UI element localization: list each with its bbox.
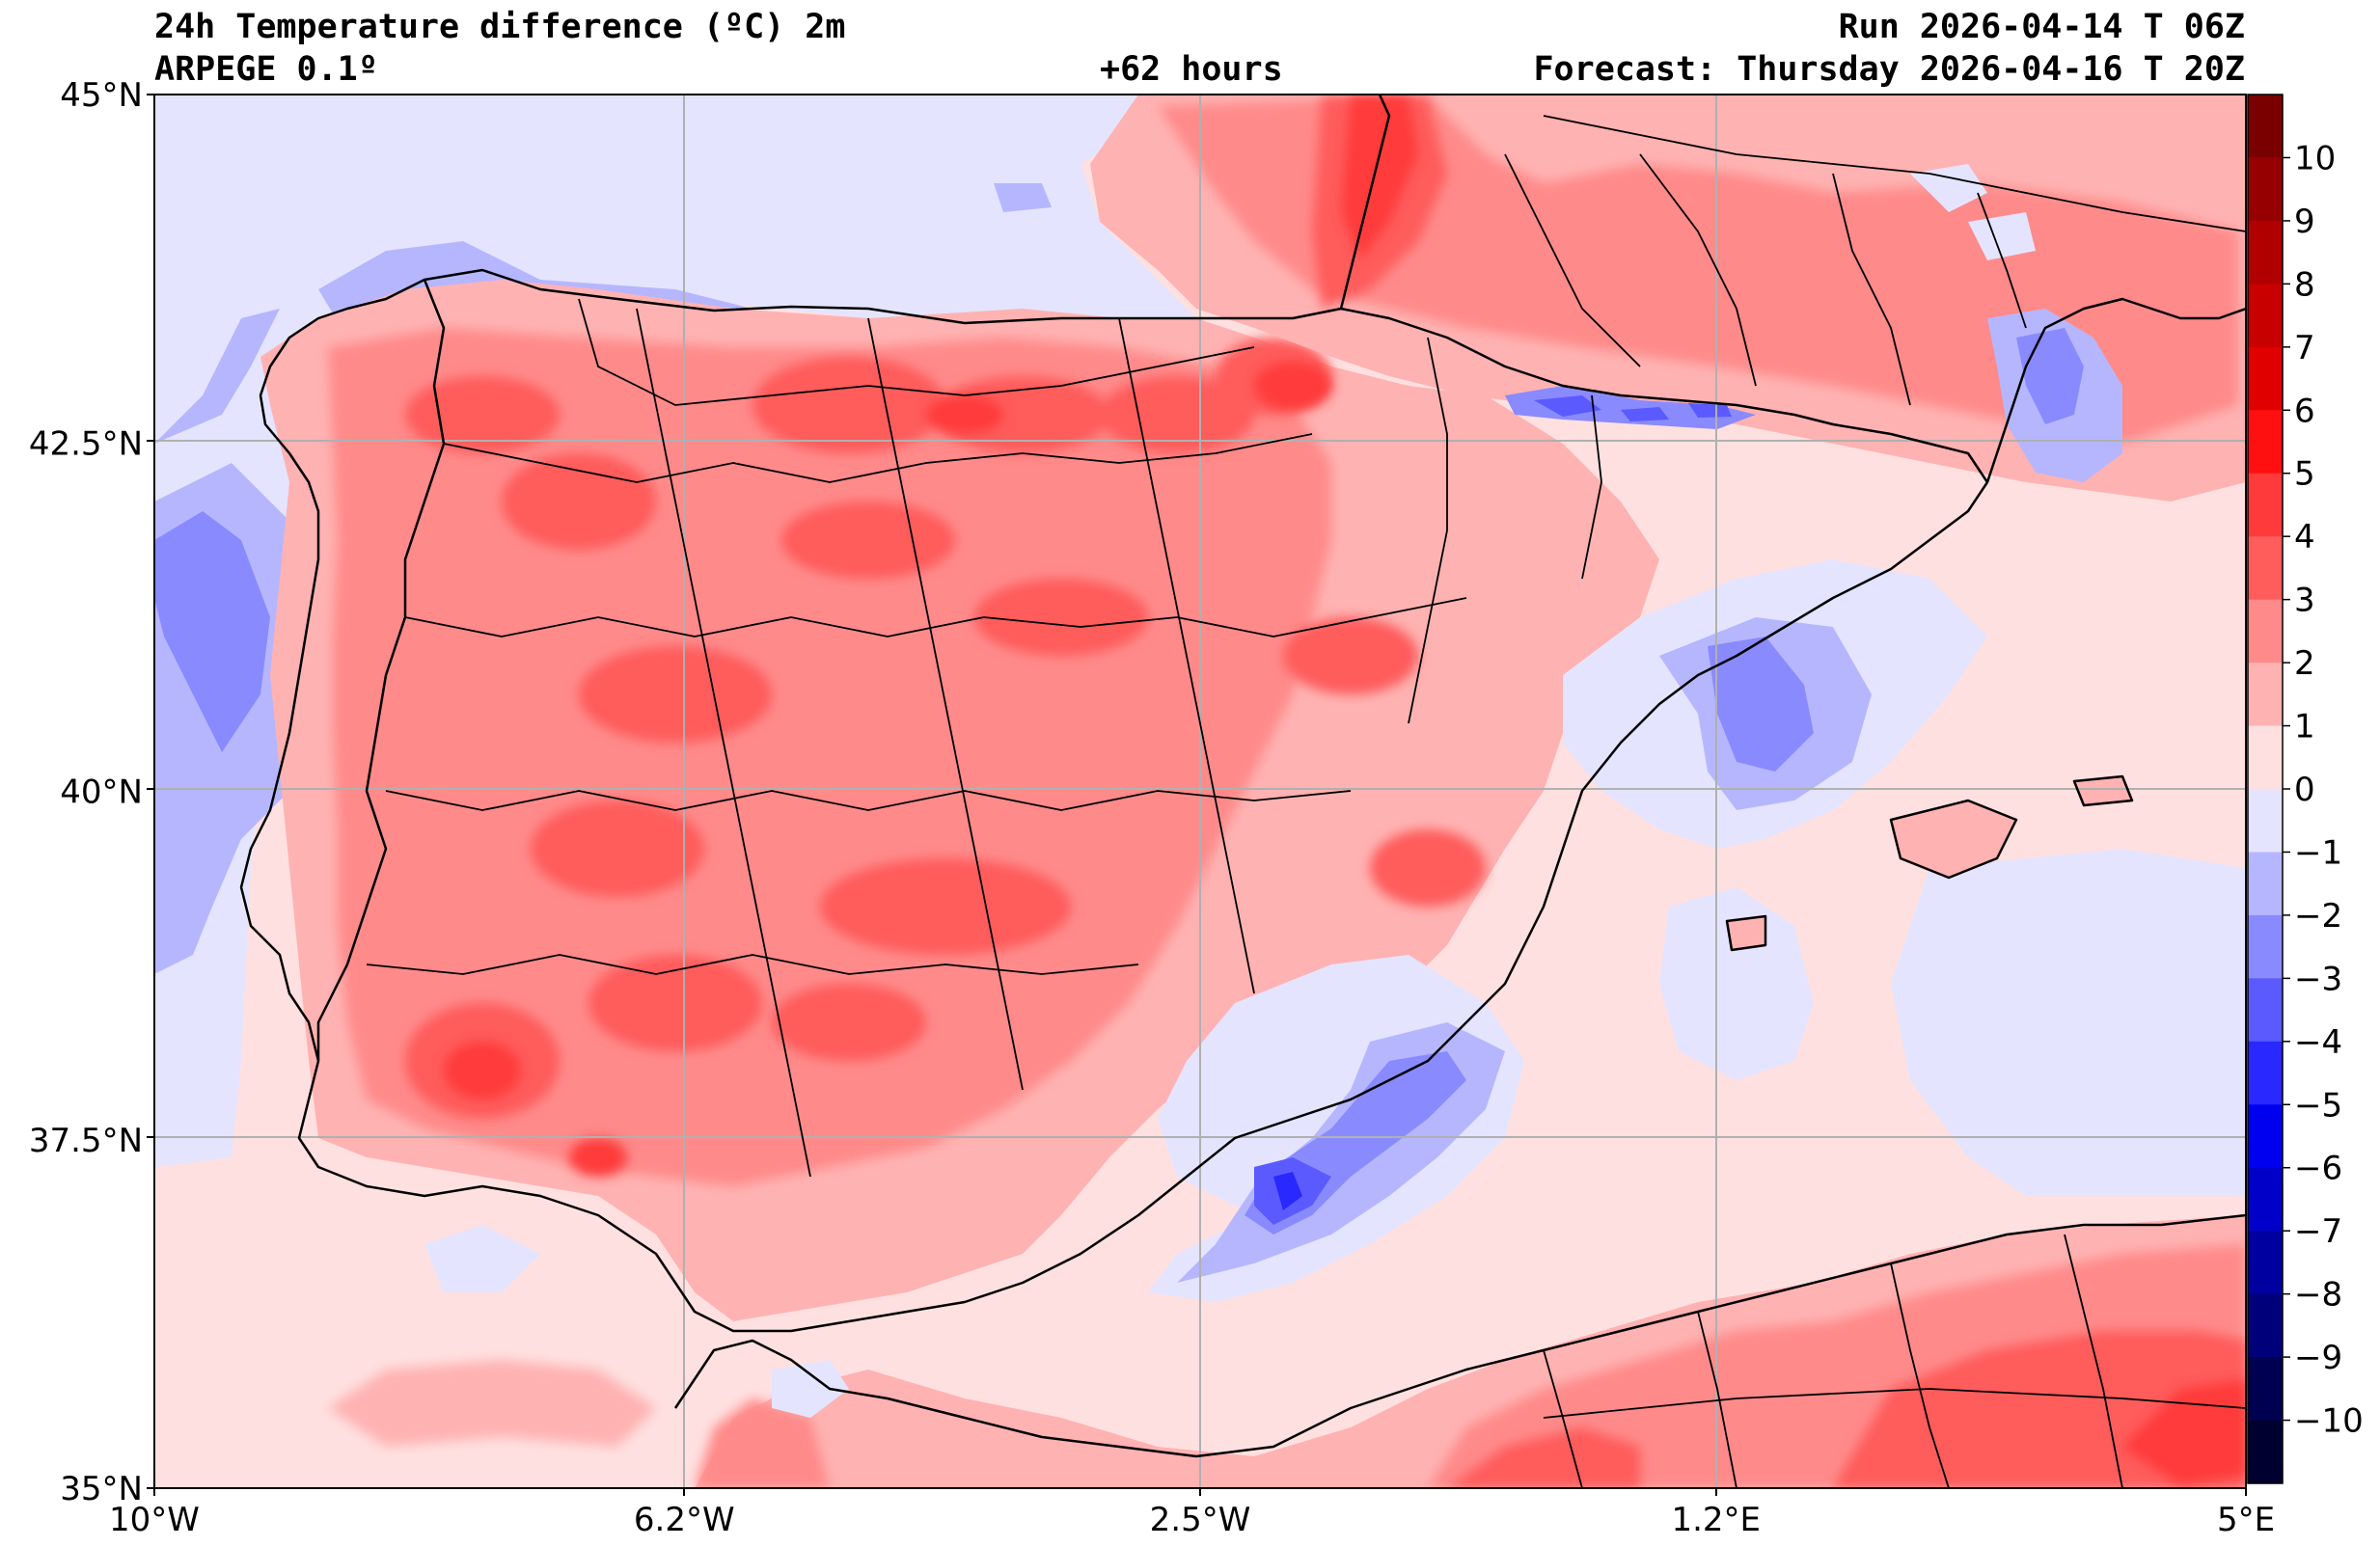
colorbar-label: 1: [2294, 708, 2315, 746]
colorbar-label: −6: [2294, 1150, 2342, 1188]
region-borders: [366, 115, 2246, 1488]
lon-tick-label: 1.2°E: [1671, 1501, 1761, 1539]
colorbar-band: [2248, 1231, 2283, 1295]
colorbar-label: −5: [2294, 1086, 2342, 1125]
colorbar-label: 7: [2294, 329, 2315, 367]
model-name: ARPEGE 0.1º: [154, 50, 378, 89]
se-cool-min: [1273, 1172, 1302, 1210]
colorbar-band: [2248, 725, 2283, 790]
colorbar-band: [2248, 95, 2283, 158]
colorbar-label: −4: [2294, 1023, 2342, 1062]
lon-tick-label: 6.2°W: [634, 1501, 735, 1539]
colorbar-band: [2248, 978, 2283, 1043]
latitude-labels: 45°N 42.5°N 40°N 37.5°N 35°N: [29, 76, 143, 1508]
map-gridlines: [154, 95, 2246, 1488]
forecast-time: Forecast: Thursday 2026-04-16 T 20Z: [1533, 50, 2245, 89]
colorbar-label: 8: [2294, 265, 2315, 304]
north-africa-hot: [1447, 1331, 2246, 1488]
pyrenees-cool: [1505, 386, 1756, 429]
atlantic-blue-2: [154, 511, 270, 752]
atlantic-cool-area: [154, 95, 1196, 1167]
colorbar-label: −2: [2294, 897, 2342, 936]
colorbar-band: [2248, 914, 2283, 979]
warm-spots: [405, 338, 1486, 1119]
longitude-labels: 10°W 6.2°W 2.5°W 1.2°E 5°E: [109, 1501, 2275, 1539]
colorbar-band: [2248, 410, 2283, 475]
lat-tick-label: 42.5°N: [29, 424, 143, 463]
colorbar-band: [2248, 473, 2283, 537]
colorbar-band: [2248, 1104, 2283, 1169]
colorbar-label: −7: [2294, 1212, 2342, 1251]
colorbar-band: [2248, 789, 2283, 853]
colorbar-band: [2248, 1293, 2283, 1358]
lat-tick-label: 45°N: [60, 76, 143, 115]
france-hotter-ridge: [1341, 96, 1418, 260]
biscay-blue-spot: [994, 183, 1052, 212]
colorbar-band: [2248, 220, 2283, 285]
map-field: [154, 95, 2246, 1488]
colorbar-label: 4: [2294, 518, 2315, 556]
med-cool-zone: [1659, 849, 2246, 1196]
colorbar-label: 9: [2294, 203, 2315, 241]
hot-spots: [444, 362, 1331, 1177]
colorbar-band: [2248, 157, 2283, 222]
colorbar-label: 3: [2294, 582, 2315, 620]
lon-tick-label: 5°E: [2217, 1501, 2275, 1539]
morocco-warm: [695, 1398, 830, 1488]
colorbar-band: [2248, 1357, 2283, 1422]
lat-tick-label: 35°N: [60, 1470, 143, 1508]
lyon-sea-cool: [1910, 164, 2036, 260]
colorbar-band: [2248, 852, 2283, 916]
coastlines: [239, 95, 2246, 1458]
menorca-warm: [2074, 776, 2132, 805]
colorbar-label: 2: [2294, 644, 2315, 683]
colorbar-band: [2248, 536, 2283, 601]
pyrenees-cooler: [1534, 395, 1732, 421]
alboran-cool: [424, 1225, 849, 1418]
colorbar-band: [2248, 284, 2283, 348]
colorbar-band: [2248, 1167, 2283, 1232]
mallorca-warm: [1891, 801, 2016, 878]
map-title: 24h Temperature difference (ºC) 2m: [154, 8, 846, 46]
lat-tick-label: 37.5°N: [29, 1122, 143, 1160]
colorbar-label: −10: [2294, 1402, 2364, 1441]
lon-tick-label: 10°W: [109, 1501, 200, 1539]
run-time: Run 2026-04-14 T 06Z: [1838, 8, 2245, 46]
colorbar-label: 5: [2294, 455, 2315, 494]
colorbar-band: [2248, 663, 2283, 727]
lat-tick-label: 40°N: [60, 774, 143, 812]
catalan-sea-cool-deep: [1708, 637, 1814, 772]
lon-tick-label: 2.5°W: [1150, 1501, 1251, 1539]
colorbar-label: −9: [2294, 1339, 2342, 1377]
colorbar-label: 10: [2294, 139, 2336, 177]
colorbar-label: −3: [2294, 960, 2342, 998]
colorbar-band: [2248, 1041, 2283, 1105]
colorbar-label: −1: [2294, 833, 2342, 872]
ibiza-warm: [1727, 916, 1765, 950]
colorbar-band: [2248, 346, 2283, 411]
lead-time: +62 hours: [1100, 50, 1283, 89]
colorbar-label: −8: [2294, 1276, 2342, 1315]
axis-ticks: [147, 94, 2247, 1496]
colorbar-band: [2248, 1420, 2283, 1484]
colorbar-label: 0: [2294, 771, 2315, 809]
colorbar-label: 6: [2294, 392, 2315, 430]
colorbar-band: [2248, 599, 2283, 664]
atlantic-sw-warm: [328, 1360, 656, 1447]
